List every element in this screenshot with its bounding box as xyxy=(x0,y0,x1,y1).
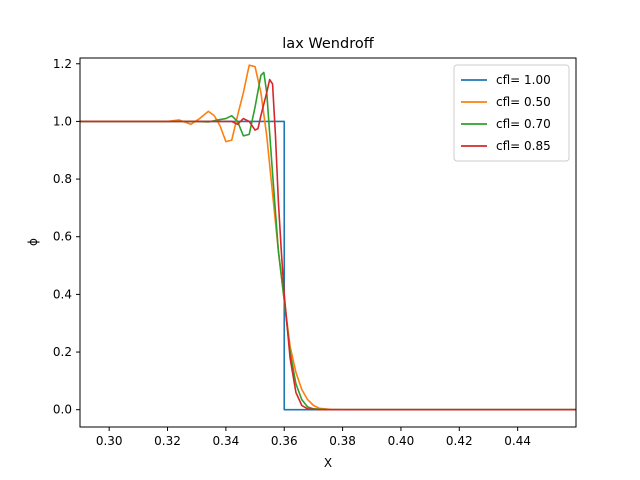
legend-label: cfl= 0.50 xyxy=(496,95,551,109)
x-tick-label: 0.38 xyxy=(329,434,356,448)
y-tick-label: 1.0 xyxy=(53,114,72,128)
series-line-2 xyxy=(80,64,576,411)
axes-frame xyxy=(79,57,577,428)
x-tick-label: 0.34 xyxy=(213,434,240,448)
x-axis-label: X xyxy=(324,456,332,470)
x-tick-label: 0.40 xyxy=(388,434,415,448)
series-layer xyxy=(80,64,576,411)
y-tick-label: 0.2 xyxy=(53,345,72,359)
legend: cfl= 1.00 cfl= 0.50 cfl= 0.70 cfl= 0.85 xyxy=(453,64,570,162)
y-tick-label: 0.8 xyxy=(53,172,72,186)
series-line-4 xyxy=(80,78,576,411)
x-tick-label: 0.30 xyxy=(96,434,123,448)
y-tick-label: 0.0 xyxy=(53,403,72,417)
y-tick-label: 0.6 xyxy=(53,230,72,244)
legend-label: cfl= 0.70 xyxy=(496,117,551,131)
x-tick-label: 0.42 xyxy=(446,434,473,448)
y-axis-label: ϕ xyxy=(26,238,40,246)
legend-label: cfl= 0.85 xyxy=(496,139,551,153)
x-tick-label: 0.32 xyxy=(154,434,181,448)
x-tick-label: 0.36 xyxy=(271,434,298,448)
plot-area: 0.30 0.32 0.34 0.36 0.38 0.40 0.42 0.44 0.00.20… xyxy=(53,57,577,448)
y-tick-label: 1.2 xyxy=(53,57,72,71)
x-axis-ticks: 0.30 0.32 0.34 0.36 0.38 0.40 0.42 0.44 xyxy=(96,427,531,448)
series-line-3 xyxy=(80,71,576,411)
legend-box xyxy=(453,64,570,162)
y-axis-ticks: 0.0 0.2 0.4 0.6 0.8 1.0 1.2 xyxy=(53,57,80,417)
x-tick-label: 0.44 xyxy=(504,434,531,448)
y-tick-label: 0.4 xyxy=(53,287,72,301)
legend-label: cfl= 1.00 xyxy=(496,73,551,87)
chart-title: lax Wendroff xyxy=(282,36,374,52)
